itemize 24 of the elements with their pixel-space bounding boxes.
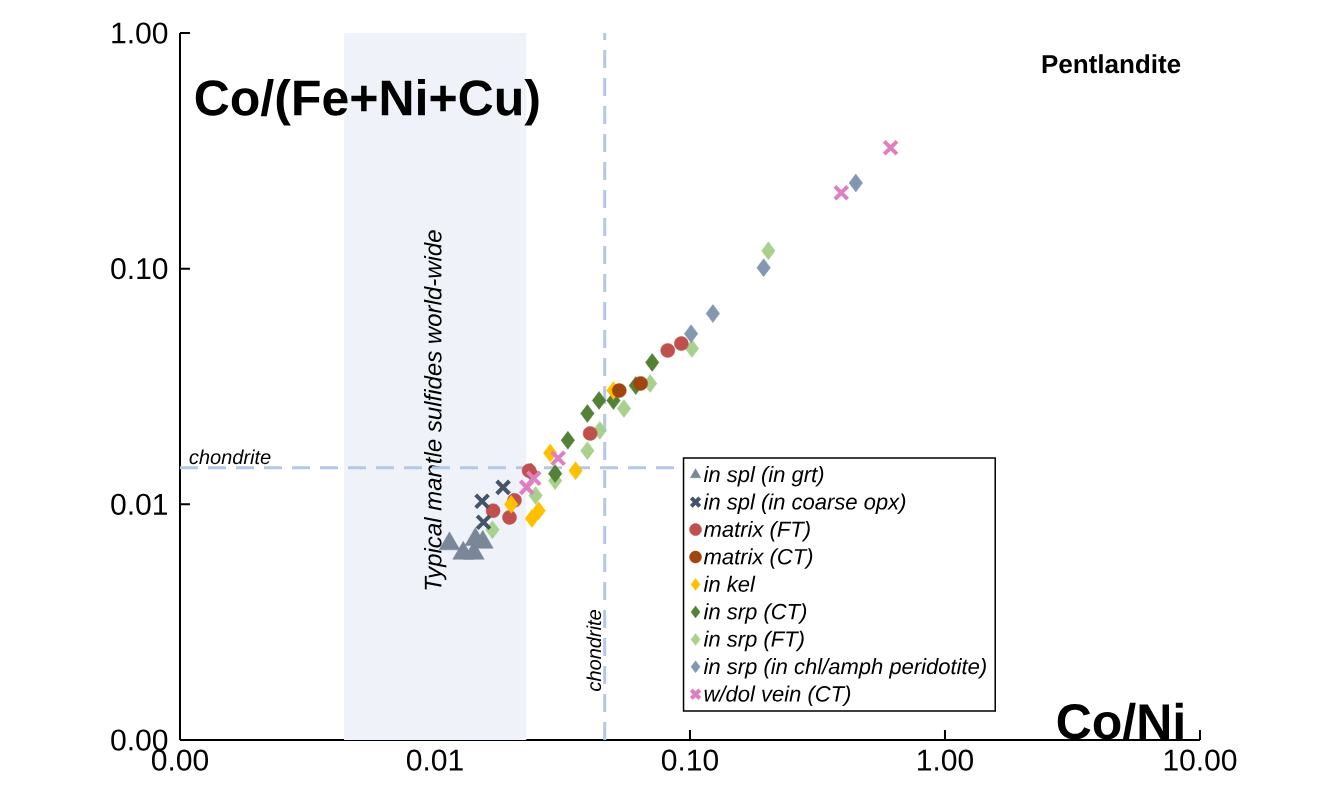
x-tick-label: 10.00 xyxy=(1164,749,1237,771)
x-tick-label: 0.01 xyxy=(406,749,463,771)
y-tick-label: 0.01 xyxy=(111,493,167,515)
legend-label: matrix (FT) xyxy=(703,520,810,542)
legend-label: in spl (in coarse opx) xyxy=(703,493,906,514)
legend-label: matrix (CT) xyxy=(703,548,813,569)
x-tick-label: 0.00 xyxy=(151,749,209,771)
legend-label: in srp (CT) xyxy=(703,603,807,624)
text: Pentlandite xyxy=(1042,54,1181,74)
x-axis-title: Co/Ni xyxy=(1057,702,1183,741)
x-tick-label: 0.10 xyxy=(661,749,718,771)
x-tick-label: 1.00 xyxy=(918,749,973,771)
legend-label: in srp (FT) xyxy=(703,630,804,652)
legend-label: w/dol vein (CT) xyxy=(704,685,851,707)
y-tick-label: 0.10 xyxy=(111,258,168,280)
ref-line-label: chondrite xyxy=(189,449,271,465)
y-axis-title: Co/(Fe+Ni+Cu) xyxy=(195,78,539,126)
legend-label: in spl (in grt) xyxy=(703,466,824,487)
band-label: Typical mantle sulfides world-wide xyxy=(423,230,447,590)
legend-label: in kel xyxy=(703,575,756,592)
y-tick-label: 1.00 xyxy=(112,22,168,44)
y-tick-label: 0.00 xyxy=(111,729,168,751)
ref-line-label: chondrite xyxy=(586,610,602,691)
legend-label: in srp (in chl/amph peridotite) xyxy=(703,658,986,679)
